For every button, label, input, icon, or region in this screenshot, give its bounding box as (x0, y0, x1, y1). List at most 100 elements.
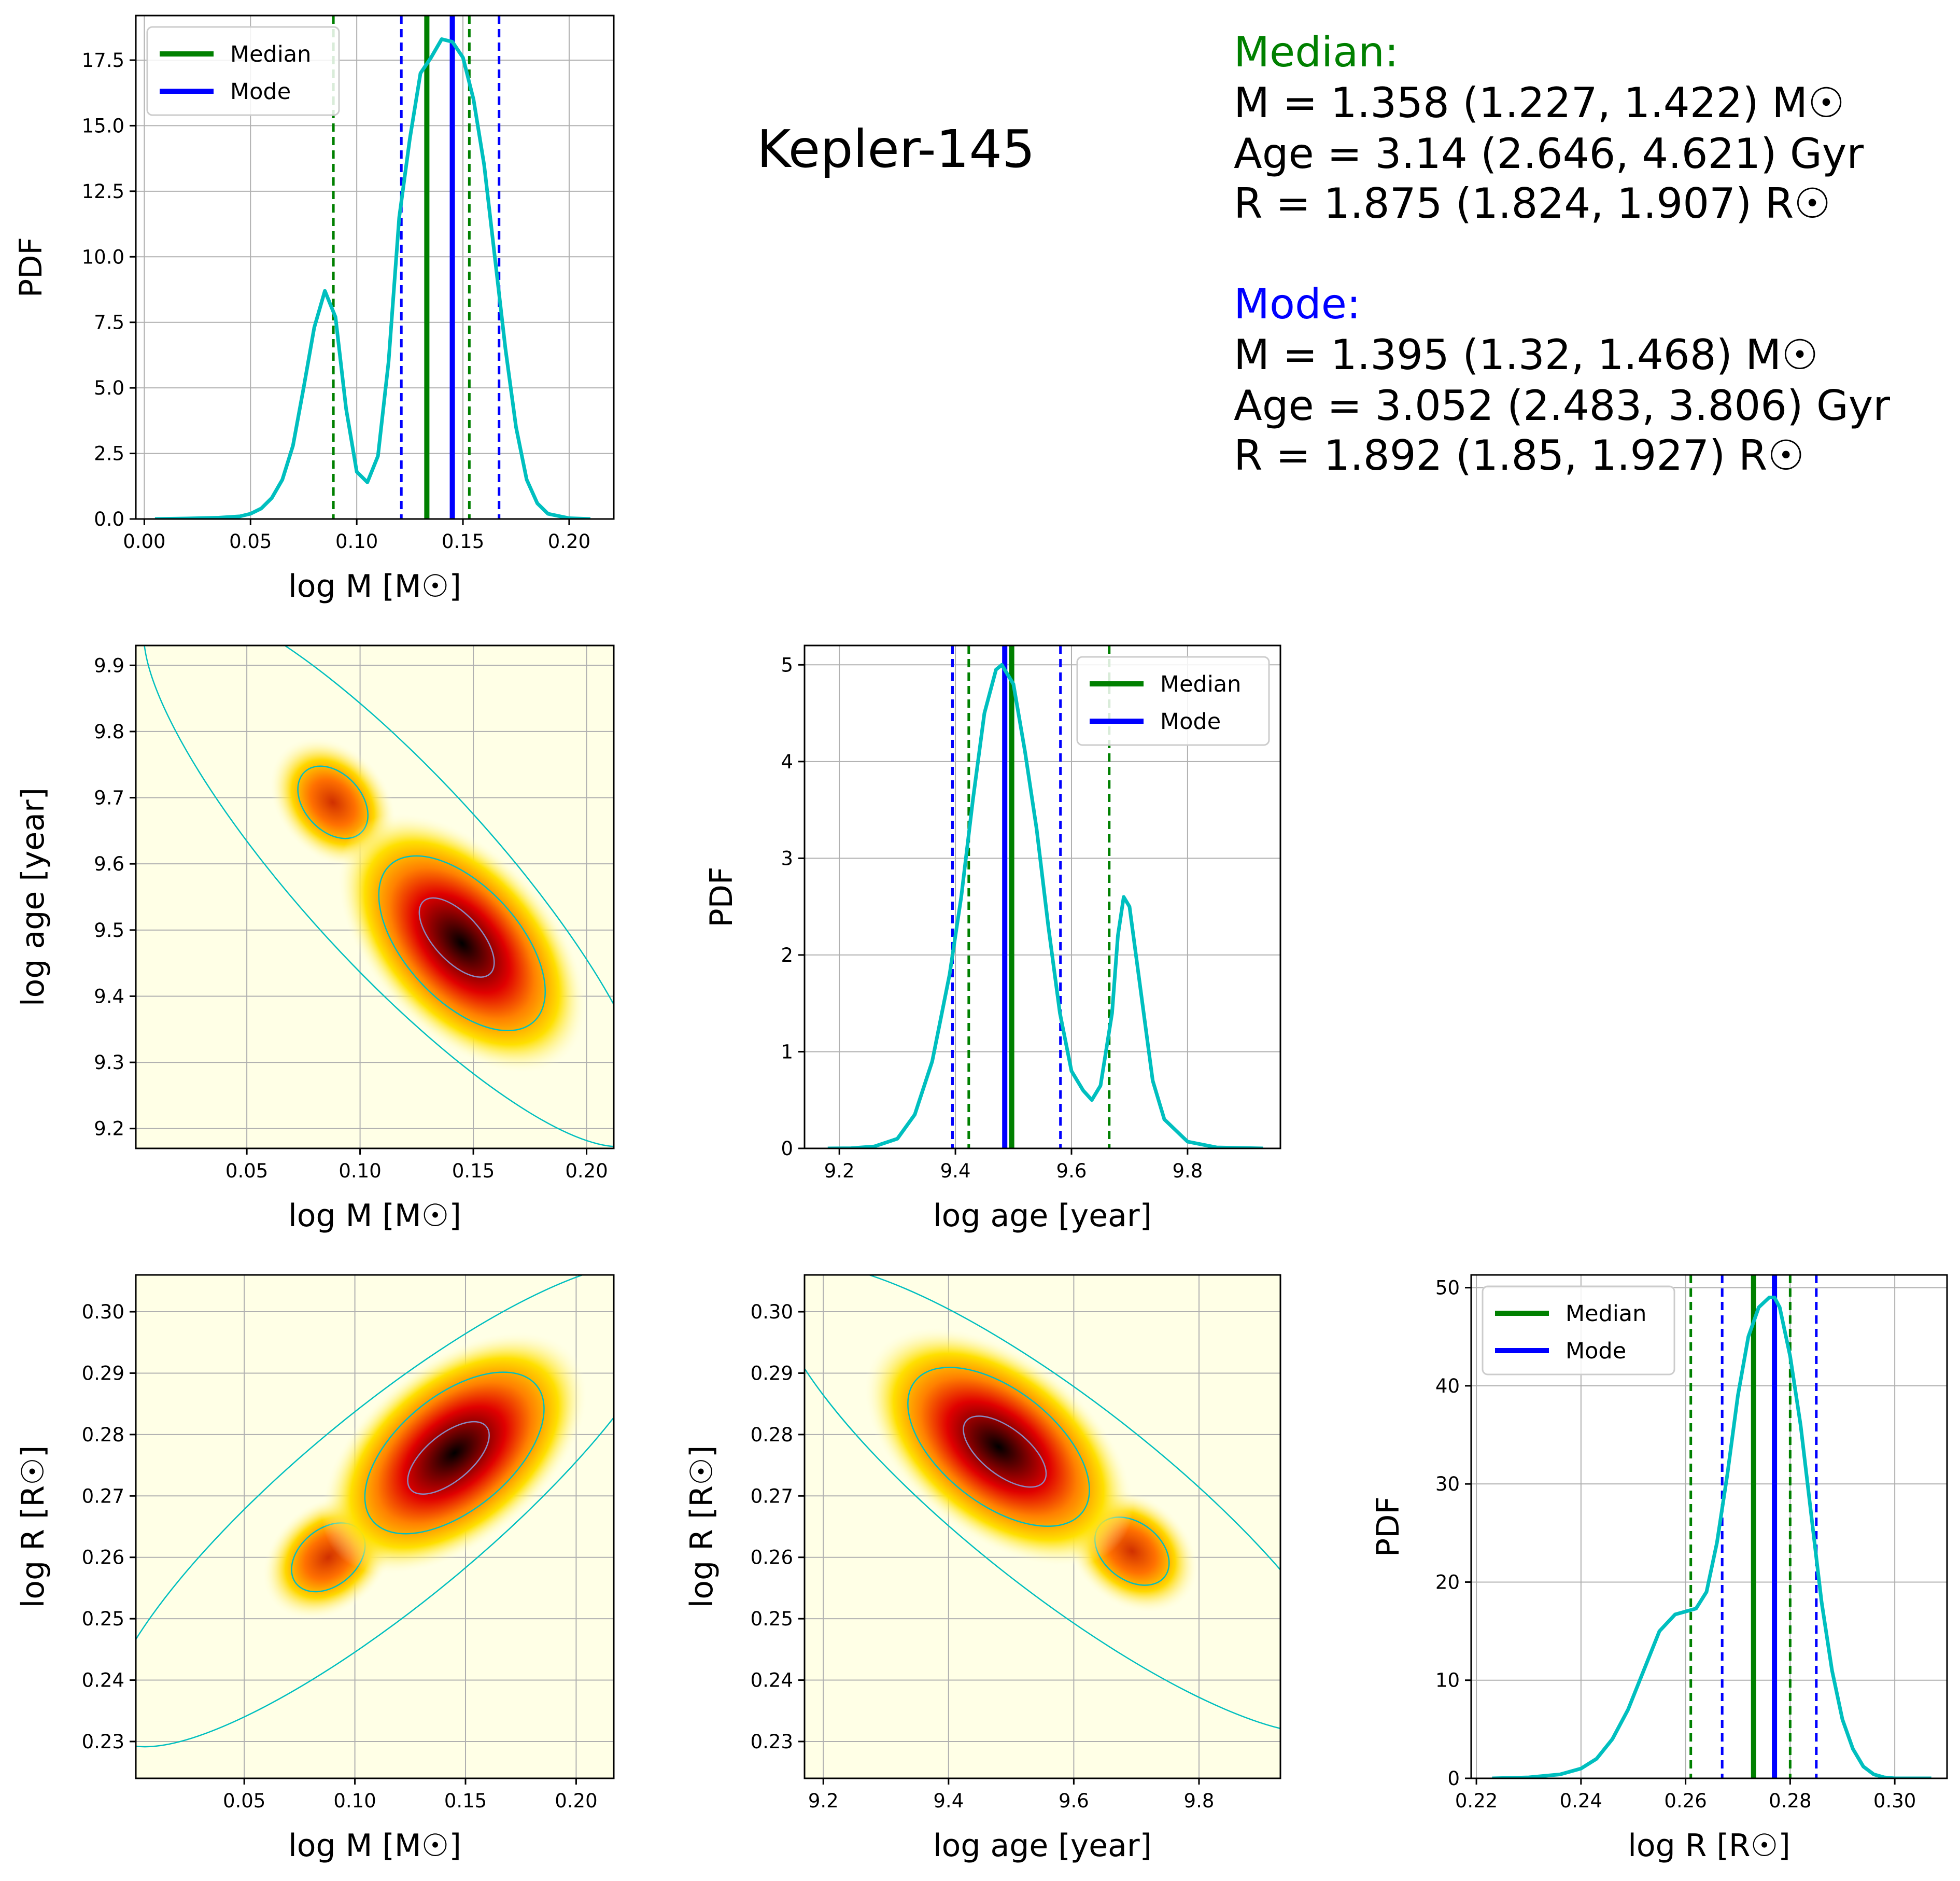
y-tick-label: 9.6 (94, 853, 124, 875)
plot-area (143, 645, 614, 1147)
y-tick-label: 40 (1435, 1375, 1460, 1397)
legend-mode-label: Mode (1566, 1338, 1626, 1364)
y-tick-label: 0 (781, 1138, 793, 1160)
panel-age_pdf: Median Mode 9.2 9.4 9.6 9.8 0 1 2 3 4 5 log age [yea… (703, 644, 1281, 1234)
y-tick-label: 0.28 (751, 1424, 793, 1446)
y-tick-label: 0.23 (751, 1731, 793, 1753)
y-tick-label: 9.2 (94, 1118, 124, 1140)
y-tick-label: 9.5 (94, 919, 124, 942)
y-tick-label: 0.0 (94, 508, 124, 530)
x-tick-label: 0.28 (1769, 1790, 1811, 1812)
legend: Median Mode (1482, 1285, 1675, 1375)
legend-mode-label: Mode (1160, 709, 1221, 735)
panel-mass_pdf: Median Mode 0.00 0.05 0.10 0.15 0.20 0.0 2.5 5.0 7… (13, 15, 615, 605)
x-axis-label: log M [M☉] (288, 1828, 461, 1864)
y-axis-label: PDF (1370, 1496, 1406, 1557)
median-heading: Median: (1234, 28, 1399, 76)
axes-frame (135, 1274, 615, 1779)
legend-median-label: Median (230, 41, 311, 67)
x-tick-label: 9.2 (824, 1160, 855, 1182)
legend: Median Mode (1076, 656, 1270, 746)
y-tick-label: 5 (781, 654, 793, 676)
y-tick-label: 3 (781, 847, 793, 869)
main-peak-contour-inner (418, 897, 495, 978)
y-tick-label: 20 (1435, 1571, 1460, 1593)
y-tick-label: 1 (781, 1041, 793, 1063)
y-tick-label: 0.25 (751, 1608, 793, 1630)
mode-age-stat: Age = 3.052 (2.483, 3.806) Gyr (1234, 382, 1890, 430)
plot-area (1492, 1275, 1931, 1778)
x-tick-label: 0.05 (229, 530, 272, 553)
pdf-curve (154, 37, 591, 519)
x-tick-label: 0.20 (548, 530, 590, 553)
x-tick-label: 0.15 (452, 1160, 495, 1182)
x-axis-label: log age [year] (933, 1828, 1152, 1864)
pdf-curve (1492, 1296, 1931, 1778)
median-radius-stat: R = 1.875 (1.824, 1.907) R☉ (1234, 179, 1831, 228)
main-peak-density (321, 1331, 588, 1575)
main-peak-contour-outer (907, 1367, 1090, 1527)
y-tick-label: 12.5 (82, 180, 124, 203)
y-tick-label: 30 (1435, 1473, 1460, 1495)
main-peak-contour-inner (407, 1421, 490, 1495)
axes-frame (135, 15, 615, 520)
main-peak-contour-outer (364, 1371, 545, 1535)
mode-radius-stat: R = 1.892 (1.85, 1.927) R☉ (1234, 431, 1804, 480)
main-peak-density (864, 1327, 1134, 1567)
plot-area (827, 645, 1263, 1148)
legend-median-label: Median (1160, 671, 1241, 697)
outer-contour (136, 1275, 614, 1748)
axes-frame (803, 644, 1281, 1149)
main-peak (864, 1327, 1134, 1567)
x-tick-label: 0.30 (1873, 1790, 1916, 1812)
axes-frame (1470, 1274, 1948, 1779)
x-axis-label: log age [year] (933, 1198, 1152, 1234)
y-tick-label: 0.25 (82, 1608, 124, 1630)
y-tick-label: 10.0 (82, 246, 124, 268)
x-tick-label: 0.00 (123, 530, 165, 553)
y-tick-label: 9.7 (94, 787, 124, 809)
x-tick-label: 0.15 (442, 530, 484, 553)
y-axis-label: PDF (703, 867, 740, 928)
x-tick-label: 9.8 (1172, 1160, 1203, 1182)
main-peak (321, 1331, 588, 1575)
y-tick-label: 10 (1435, 1669, 1460, 1692)
x-tick-label: 9.2 (808, 1790, 839, 1812)
x-tick-label: 0.26 (1664, 1790, 1707, 1812)
x-tick-label: 0.10 (333, 1790, 376, 1812)
x-tick-label: 9.8 (1184, 1790, 1215, 1812)
x-tick-label: 0.10 (335, 530, 378, 553)
y-tick-label: 9.8 (94, 721, 124, 743)
main-peak-density (337, 813, 587, 1074)
x-tick-label: 9.4 (933, 1790, 964, 1812)
figure-title-group: Kepler-145 (757, 119, 1035, 179)
y-tick-label: 0.26 (82, 1547, 124, 1569)
legend: Median Mode (146, 26, 340, 116)
mode-mass-stat: M = 1.395 (1.32, 1.468) M☉ (1234, 331, 1818, 379)
x-axis-label: log R [R☉] (1628, 1828, 1790, 1864)
axes-frame (803, 1274, 1281, 1779)
main-peak-contour-inner (963, 1415, 1047, 1488)
y-tick-label: 9.9 (94, 654, 124, 677)
panel-radius_pdf: Median Mode 0.22 0.24 0.26 0.28 0.30 0 10 20 30 40 5… (1370, 1274, 1948, 1864)
y-tick-label: 15.0 (82, 115, 124, 137)
x-tick-label: 9.4 (940, 1160, 971, 1182)
y-tick-label: 50 (1435, 1277, 1460, 1299)
x-tick-label: 0.20 (555, 1790, 597, 1812)
x-tick-label: 9.6 (1056, 1160, 1087, 1182)
x-tick-label: 0.24 (1560, 1790, 1602, 1812)
median-mass-stat: M = 1.358 (1.227, 1.422) M☉ (1234, 79, 1845, 127)
plot-area (805, 1275, 1280, 1734)
legend-mode-label: Mode (230, 79, 291, 105)
x-tick-label: 0.20 (565, 1160, 608, 1182)
mode-heading: Mode: (1234, 280, 1361, 328)
x-axis-label: log M [M☉] (288, 1198, 461, 1234)
x-tick-label: 9.6 (1059, 1790, 1089, 1812)
y-axis-label: PDF (13, 237, 49, 298)
y-tick-label: 0.24 (751, 1669, 793, 1692)
x-axis-label: log M [M☉] (288, 568, 461, 605)
plot-area (136, 1275, 614, 1748)
y-tick-label: 9.4 (94, 985, 124, 1007)
y-tick-label: 0.29 (82, 1362, 124, 1384)
